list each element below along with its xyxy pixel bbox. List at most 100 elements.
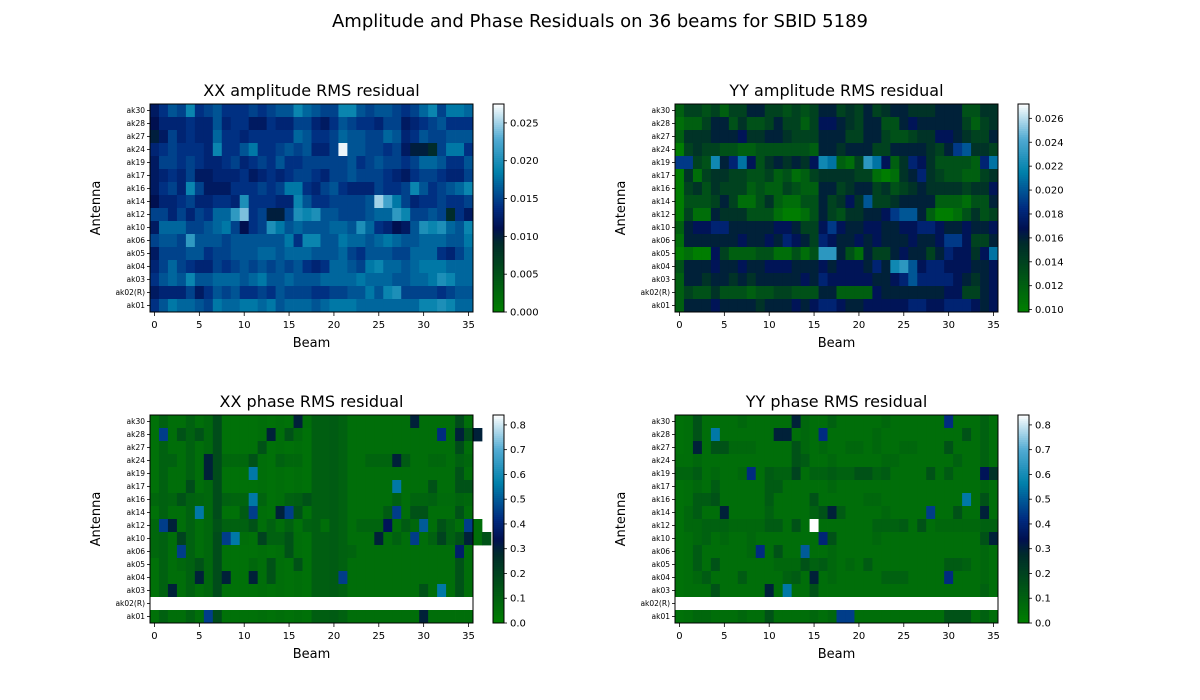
heatmap-cell bbox=[257, 584, 268, 598]
heatmap-cell bbox=[293, 247, 303, 261]
heatmap-cell bbox=[293, 441, 303, 455]
heatmap-cell bbox=[800, 428, 810, 442]
heatmap-cell bbox=[746, 156, 757, 170]
heatmap-cell bbox=[683, 260, 694, 274]
heatmap-cell bbox=[437, 519, 447, 533]
heatmap-cell bbox=[150, 130, 160, 144]
heatmap-cell bbox=[401, 584, 411, 598]
heatmap-cell bbox=[374, 545, 384, 559]
heatmap-cell bbox=[329, 273, 339, 287]
heatmap-cell bbox=[746, 571, 757, 585]
heatmap-cell bbox=[230, 493, 241, 507]
heatmap-cell bbox=[854, 558, 864, 572]
heatmap-cell bbox=[293, 571, 303, 585]
heatmap-cell bbox=[158, 143, 169, 157]
heatmap-cell bbox=[872, 247, 882, 261]
heatmap-cell bbox=[320, 467, 330, 481]
heatmap-cell bbox=[827, 441, 837, 455]
heatmap-cell bbox=[845, 545, 855, 559]
heatmap-cell bbox=[455, 234, 465, 248]
heatmap-cell bbox=[881, 584, 891, 598]
heatmap-cell bbox=[935, 480, 945, 494]
heatmap-cell bbox=[419, 519, 429, 533]
heatmap-cell bbox=[329, 104, 339, 118]
heatmap-cell bbox=[203, 273, 214, 287]
heatmap-cell bbox=[248, 195, 259, 209]
heatmap-cell bbox=[746, 299, 757, 313]
heatmap-cell bbox=[935, 182, 945, 196]
heatmap-cell bbox=[899, 273, 909, 287]
heatmap-cell bbox=[719, 260, 730, 274]
heatmap-cell bbox=[212, 519, 223, 533]
heatmap-cell bbox=[230, 234, 241, 248]
heatmap-cell bbox=[827, 247, 837, 261]
heatmap-cell bbox=[989, 182, 999, 196]
heatmap-cell bbox=[989, 597, 999, 611]
heatmap-cell bbox=[800, 117, 810, 131]
heatmap-cell bbox=[989, 104, 999, 118]
heatmap-cell bbox=[827, 506, 837, 520]
heatmap-cell bbox=[176, 247, 187, 261]
heatmap-cell bbox=[854, 156, 864, 170]
colorbar-tick-label: 0.2 bbox=[510, 569, 526, 580]
heatmap-cell bbox=[347, 597, 357, 611]
heatmap-cell bbox=[284, 480, 294, 494]
heatmap-cell bbox=[863, 221, 873, 235]
heatmap-cell bbox=[150, 571, 160, 585]
heatmap-cell bbox=[728, 532, 739, 546]
heatmap-cell bbox=[971, 117, 981, 131]
y-tick-label: ak30 bbox=[652, 417, 671, 426]
heatmap-cell bbox=[719, 558, 730, 572]
heatmap-cell bbox=[746, 234, 757, 248]
heatmap-cell bbox=[455, 195, 465, 209]
heatmap-cell bbox=[428, 428, 438, 442]
heatmap-cell bbox=[926, 247, 936, 261]
heatmap-cell bbox=[158, 169, 169, 183]
heatmap-cell bbox=[926, 493, 936, 507]
heatmap-cell bbox=[935, 545, 945, 559]
y-tick-label: ak27 bbox=[652, 443, 671, 452]
heatmap-cell bbox=[791, 104, 802, 118]
heatmap-cell bbox=[428, 195, 438, 209]
colorbar-tick-label: 0.6 bbox=[1035, 470, 1051, 481]
heatmap-cell bbox=[845, 195, 855, 209]
heatmap-cell bbox=[791, 221, 802, 235]
heatmap-cell bbox=[320, 454, 330, 468]
heatmap-cell bbox=[401, 221, 411, 235]
heatmap-cell bbox=[710, 143, 721, 157]
heatmap-cell bbox=[392, 195, 402, 209]
heatmap-cell bbox=[428, 182, 438, 196]
heatmap-cell bbox=[356, 519, 366, 533]
heatmap-cell bbox=[167, 117, 178, 131]
heatmap-cell bbox=[419, 467, 429, 481]
heatmap-cell bbox=[746, 467, 757, 481]
heatmap-cell bbox=[854, 169, 864, 183]
heatmap-cell bbox=[836, 208, 846, 222]
heatmap-cell bbox=[203, 169, 214, 183]
heatmap-cell bbox=[980, 493, 990, 507]
heatmap-cell bbox=[221, 195, 232, 209]
heatmap-cell bbox=[455, 441, 465, 455]
heatmap-cell bbox=[899, 117, 909, 131]
heatmap-cell bbox=[917, 169, 927, 183]
heatmap-cell bbox=[248, 273, 259, 287]
heatmap-cell bbox=[917, 493, 927, 507]
y-tick-label: ak27 bbox=[652, 132, 671, 141]
heatmap-cell bbox=[329, 610, 339, 624]
heatmap-cell bbox=[194, 584, 205, 598]
heatmap-cell bbox=[701, 415, 712, 429]
xx-amp-axes-frame bbox=[149, 103, 474, 313]
heatmap-cell bbox=[365, 532, 375, 546]
heatmap-cell bbox=[392, 558, 402, 572]
heatmap-cell bbox=[764, 286, 775, 300]
heatmap-cell bbox=[455, 117, 465, 131]
heatmap-cell bbox=[410, 519, 420, 533]
heatmap-cell bbox=[428, 208, 438, 222]
heatmap-cell bbox=[347, 545, 357, 559]
heatmap-cell bbox=[410, 610, 420, 624]
heatmap-cell bbox=[464, 428, 474, 442]
heatmap-cell bbox=[908, 597, 918, 611]
heatmap-cell bbox=[374, 519, 384, 533]
heatmap-cell bbox=[329, 415, 339, 429]
heatmap-cell bbox=[437, 299, 447, 313]
